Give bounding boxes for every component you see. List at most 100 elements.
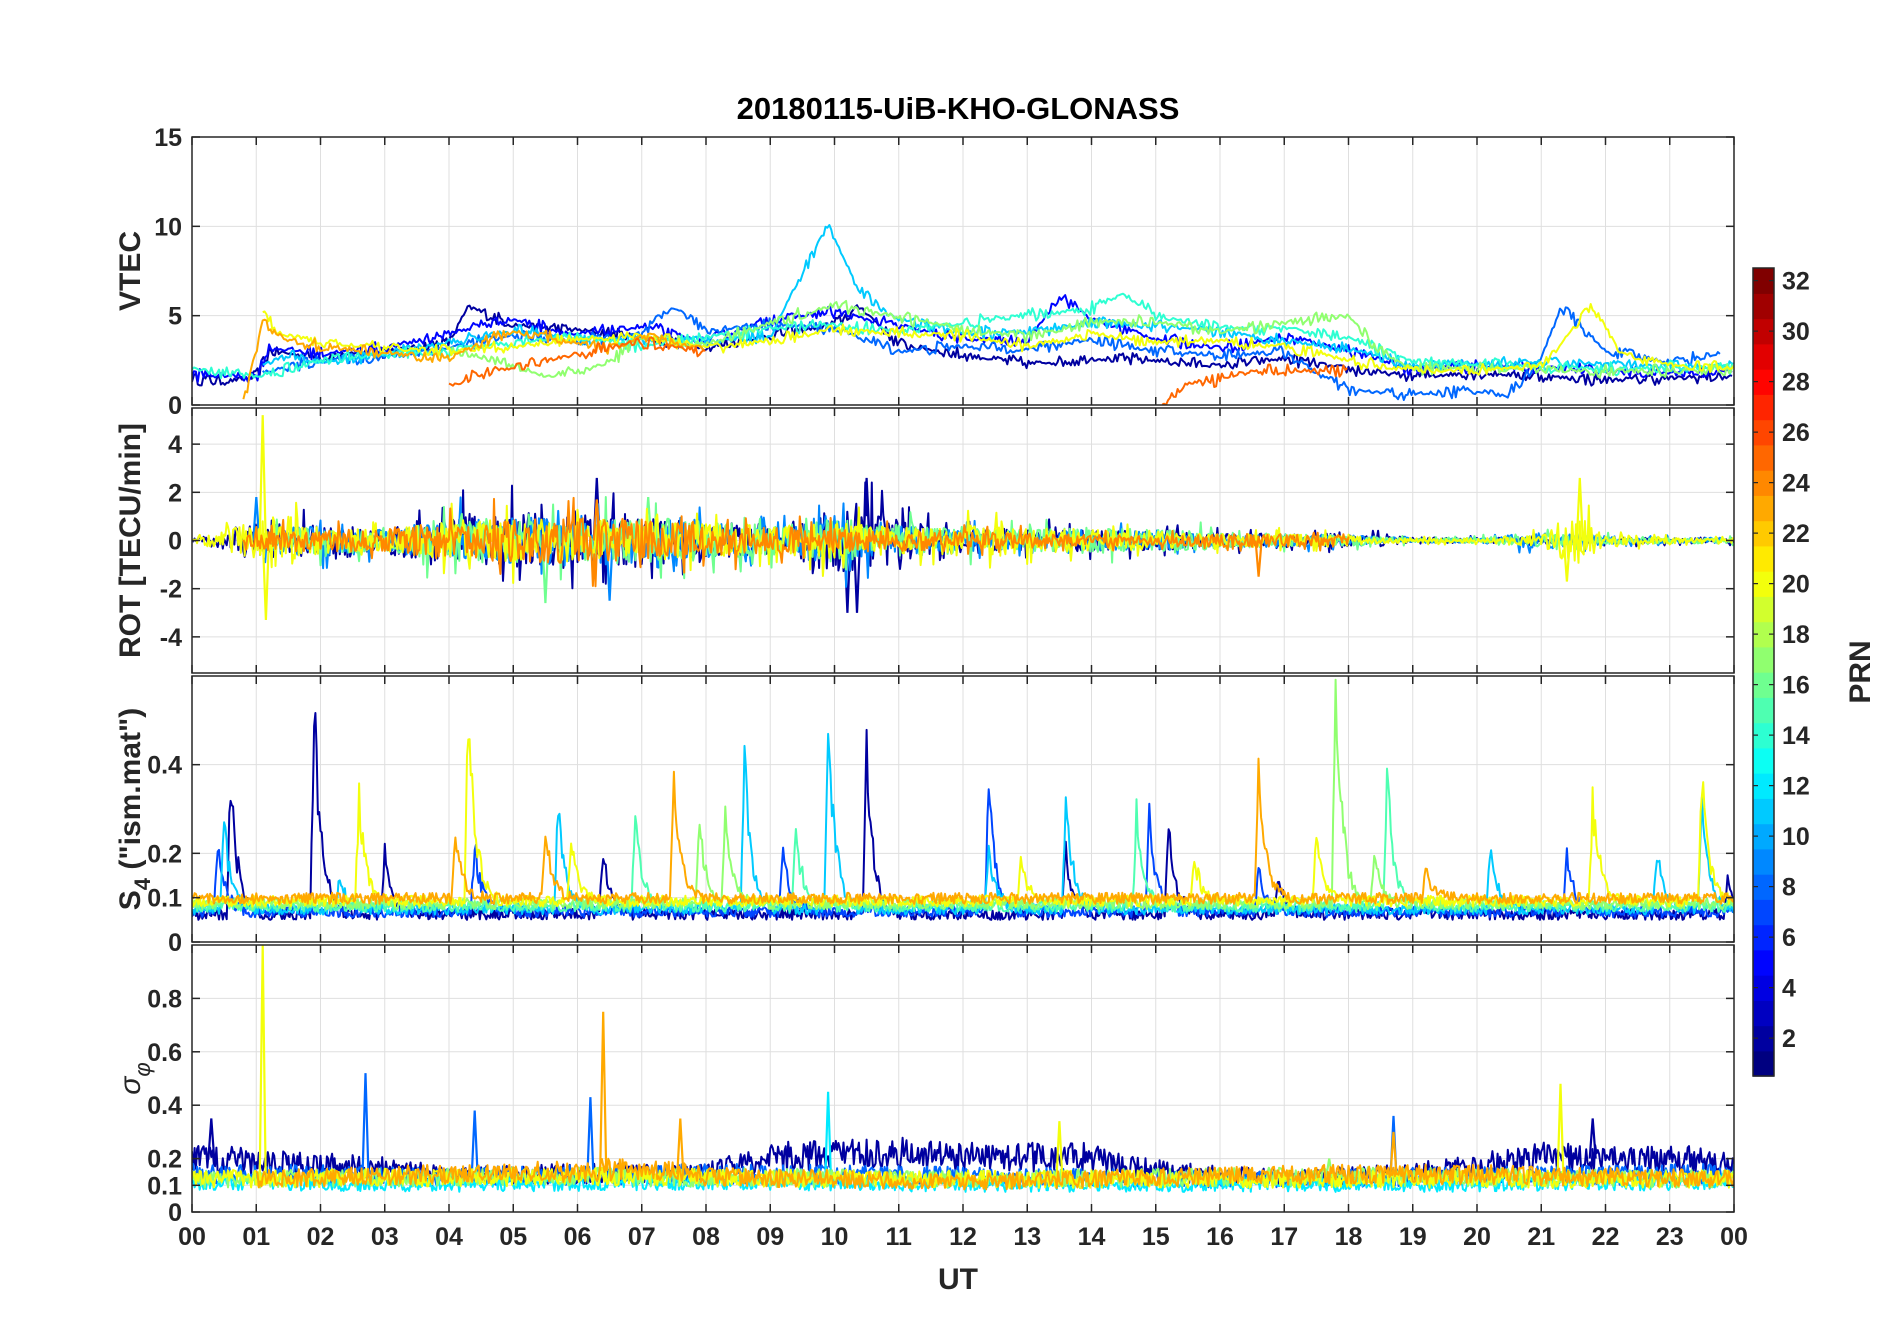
s4-ticks: 0 0.1 0.2 0.4	[147, 676, 1735, 957]
x-axis-label: UT	[938, 1263, 978, 1296]
colorbar-tick-label: 6	[1782, 924, 1796, 952]
colorbar-swatch	[1753, 1025, 1774, 1052]
colorbar-swatch	[1753, 545, 1774, 572]
sigma_phi-spike-prn-20	[1556, 1083, 1565, 1181]
vtec-y-tick-label: 15	[154, 124, 182, 152]
colorbar-tick-label: 30	[1782, 318, 1810, 346]
vtec-y-tick-label: 0	[168, 392, 182, 420]
rot-y-tick-label: 2	[168, 479, 182, 507]
vtec-y-axis-label: VTEC	[114, 231, 147, 311]
chart-title: 20180115-UiB-KHO-GLONASS	[737, 91, 1180, 126]
x-tick-label: 04	[435, 1223, 463, 1251]
rot-ticks: -4 -2 0 2 4	[160, 408, 1735, 673]
rot-spike-prn-2	[862, 477, 871, 541]
colorbar-swatch	[1753, 722, 1774, 749]
x-tick-label: 21	[1527, 1223, 1555, 1251]
s4-series-prn-23	[192, 757, 1734, 905]
rot-spike-prn-2	[852, 540, 862, 613]
rot-spike-prn-20	[1562, 540, 1571, 582]
rot-y-tick-label: 4	[168, 431, 182, 459]
colorbar-tick-label: 28	[1782, 369, 1810, 397]
x-tick-label: 03	[371, 1223, 399, 1251]
x-tick-label: 08	[692, 1223, 720, 1251]
colorbar-swatch	[1753, 470, 1774, 496]
colorbar-swatch	[1753, 419, 1774, 446]
vtec-y-tick-label: 10	[154, 213, 182, 241]
colorbar-swatch	[1753, 798, 1774, 825]
colorbar-swatch	[1753, 646, 1774, 673]
panel-rot: -4 -2 0 2 4 ROT [TECU/min]	[114, 407, 1735, 674]
colorbar-swatch	[1753, 495, 1774, 522]
panel-sigma_phi: 00.10.2 0.4 0.6 0.8 σφ	[114, 944, 1735, 1227]
colorbar-tick-label: 24	[1782, 470, 1810, 498]
panel-s4: 00.10.20.4S4 ("ism.mat")	[114, 675, 1735, 957]
x-tick-label: 17	[1270, 1223, 1298, 1251]
sigma_phi-spike-prn-23	[676, 1118, 685, 1175]
colorbar-tick-label: 26	[1782, 419, 1810, 447]
colorbar-swatch	[1753, 697, 1774, 724]
vtec-series-prn-25	[448, 336, 706, 387]
sigma_phi-spike-prn-12	[824, 1091, 833, 1184]
x-tick-label: 20	[1463, 1223, 1491, 1251]
rot-series-prn-24	[242, 496, 1350, 588]
x-tick-label: 16	[1206, 1223, 1234, 1251]
colorbar-swatch	[1753, 975, 1774, 1001]
colorbar-swatch	[1753, 520, 1774, 547]
sigma_phi-y-tick-label: 0.6	[147, 1039, 182, 1067]
sigma_phi-y-tick-label: 0	[168, 1199, 182, 1227]
sigma_phi-spike-prn-2	[1588, 1118, 1597, 1159]
colorbar-tick-label: 8	[1782, 874, 1796, 902]
colorbar-swatch	[1753, 444, 1774, 471]
rot-spike-prn-20	[1575, 477, 1584, 541]
colorbar-tick-label: 14	[1782, 722, 1810, 750]
colorbar-swatch	[1753, 596, 1774, 623]
sigma_phi-spike-prn-2	[207, 1118, 216, 1160]
vtec-ticks: 0 5 10 15	[154, 124, 1735, 420]
rot-y-tick-label: -2	[160, 576, 182, 604]
colorbar-tick-label: 16	[1782, 672, 1810, 700]
x-tick-label: 09	[756, 1223, 784, 1251]
sigma_phi-spike-prn-23	[1389, 1131, 1398, 1175]
colorbar-swatch	[1753, 924, 1774, 951]
x-tick-label: 11	[886, 1223, 913, 1251]
sigma_phi-ticks: 00.10.2 0.4 0.6 0.8	[147, 945, 1735, 1227]
x-tick-label: 15	[1142, 1223, 1170, 1251]
colorbar-tick-label: 4	[1782, 975, 1796, 1003]
x-tick-label: 07	[628, 1223, 656, 1251]
sigma_phi-spike-prn-8	[361, 1073, 370, 1177]
vtec-series-prn-20	[262, 303, 1734, 376]
s4-y-label-main: S	[114, 890, 147, 910]
x-tick-labels: 00 01 02 03 04 05 06 07 08 09 10 11 12 13 14 15 16 17 18 19…	[178, 1223, 1748, 1251]
colorbar-swatch	[1753, 571, 1774, 597]
colorbar-swatch	[1753, 1050, 1774, 1077]
s4-y-tick-label: 0.2	[147, 840, 182, 868]
colorbar-swatch	[1753, 293, 1774, 320]
rot-y-axis-label: ROT [TECU/min]	[114, 423, 147, 658]
sigma_phi-y-tick-label: 0.2	[147, 1146, 182, 1174]
x-tick-label: 01	[242, 1223, 270, 1251]
vtec-series	[192, 224, 1734, 405]
x-tick-label: 05	[499, 1223, 527, 1251]
colorbar-swatch	[1753, 343, 1774, 370]
colorbar-tick-label: 20	[1782, 571, 1810, 599]
rot-spike-prn-24	[1254, 540, 1263, 577]
x-tick-label: 13	[1013, 1223, 1041, 1251]
sigma_phi-y-tick-label: 0.4	[147, 1092, 182, 1120]
sigma_phi-y-axis-label: σφ	[114, 1062, 155, 1094]
colorbar-tick-label: 10	[1782, 823, 1810, 851]
colorbar-swatch	[1753, 949, 1774, 976]
sigma_phi-grid	[191, 945, 1735, 1213]
sigma_phi-y-tick-label: 0.1	[147, 1172, 182, 1200]
x-tick-label: 22	[1592, 1223, 1620, 1251]
rot-y-tick-label: -4	[160, 624, 182, 652]
vtec-series-prn-2	[192, 304, 1733, 387]
sigma_phi-spike-prn-8	[470, 1110, 479, 1178]
colorbar-tick-label: 12	[1782, 773, 1810, 801]
x-tick-label: 02	[307, 1223, 335, 1251]
colorbar-label: PRN	[1844, 640, 1877, 703]
x-tick-label: 12	[949, 1223, 977, 1251]
x-tick-label: 10	[821, 1223, 849, 1251]
sigma_phi-spike-prn-23	[599, 1011, 608, 1171]
s4-y-tick-label: 0	[168, 929, 182, 957]
colorbar-swatch	[1753, 672, 1774, 698]
